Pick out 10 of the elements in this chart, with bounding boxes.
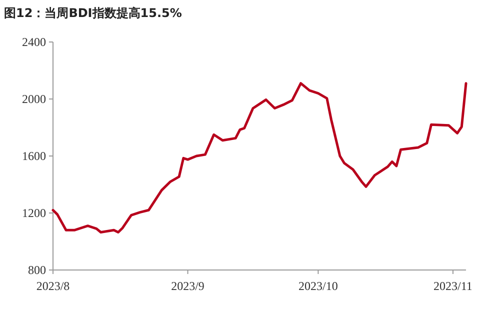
y-tick-label: 800 bbox=[28, 263, 46, 277]
x-tick-label: 2023/9 bbox=[171, 279, 204, 293]
y-tick-label: 2400 bbox=[22, 35, 46, 49]
chart-title: 图12：当周BDI指数提高15.5% bbox=[4, 6, 182, 20]
x-tick-label: 2023/11 bbox=[434, 279, 472, 293]
y-tick-label: 1200 bbox=[22, 206, 46, 220]
x-tick-label: 2023/10 bbox=[298, 279, 338, 293]
x-tick-label: 2023/8 bbox=[36, 279, 70, 293]
y-tick-label: 2000 bbox=[22, 92, 46, 106]
y-tick-label: 1600 bbox=[22, 149, 46, 163]
